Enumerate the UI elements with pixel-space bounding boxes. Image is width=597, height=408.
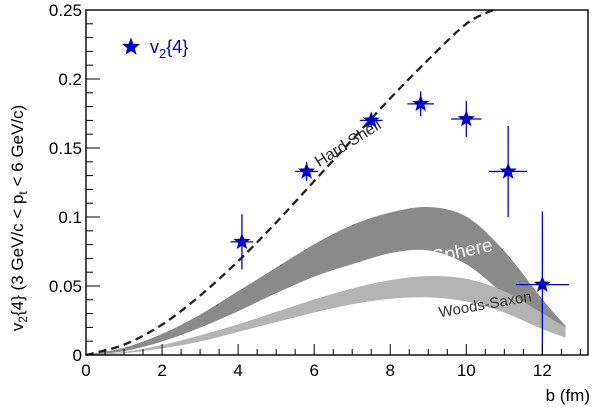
y-tick-label: 0.2 <box>58 70 82 89</box>
x-tick-label: 10 <box>457 361 476 380</box>
x-tick-label: 4 <box>233 361 242 380</box>
legend-star-marker <box>121 37 141 55</box>
star-marker <box>362 111 380 128</box>
y-axis-label: v2{4} (3 GeV/c < pt < 6 GeV/c) <box>8 105 30 331</box>
data-point <box>451 101 482 137</box>
star-marker <box>298 162 316 179</box>
data-point <box>515 211 569 355</box>
plot-frame <box>85 9 589 356</box>
data-point <box>407 91 434 117</box>
star-marker <box>412 94 430 112</box>
band-woods-saxon <box>85 275 566 356</box>
x-tick-label: 6 <box>309 361 318 380</box>
legend: v2{4} <box>121 37 188 61</box>
data-point <box>359 111 383 128</box>
x-tick-label: 8 <box>386 361 395 380</box>
plot-border <box>85 9 589 356</box>
model-curves <box>85 8 494 357</box>
star-marker <box>233 232 251 250</box>
y-tick-label: 0 <box>73 346 82 365</box>
x-tick-label: 12 <box>533 361 552 380</box>
curve-hard-shell <box>85 8 494 357</box>
y-axis-ticks: 0 0.05 0.1 0.15 0.2 0.25 <box>49 1 100 365</box>
x-tick-label: 0 <box>81 361 90 380</box>
model-bands <box>85 206 566 356</box>
data-point <box>230 214 254 270</box>
band-hard-sphere <box>85 206 566 356</box>
y-tick-label: 0.15 <box>49 139 82 158</box>
data-point <box>489 125 528 217</box>
star-marker <box>499 162 517 179</box>
y-tick-label: 0.25 <box>49 1 82 20</box>
x-axis-label: b (fm) <box>546 386 590 405</box>
x-axis-ticks: 0 2 4 6 8 10 12 <box>81 344 581 380</box>
legend-label: v2{4} <box>150 37 188 61</box>
y-tick-label: 0.1 <box>58 208 82 227</box>
star-marker <box>457 110 475 127</box>
x-tick-label: 2 <box>157 361 166 380</box>
data-point <box>295 161 318 182</box>
y-tick-label: 0.05 <box>49 277 82 296</box>
data-points <box>230 91 569 355</box>
star-marker <box>533 275 551 292</box>
